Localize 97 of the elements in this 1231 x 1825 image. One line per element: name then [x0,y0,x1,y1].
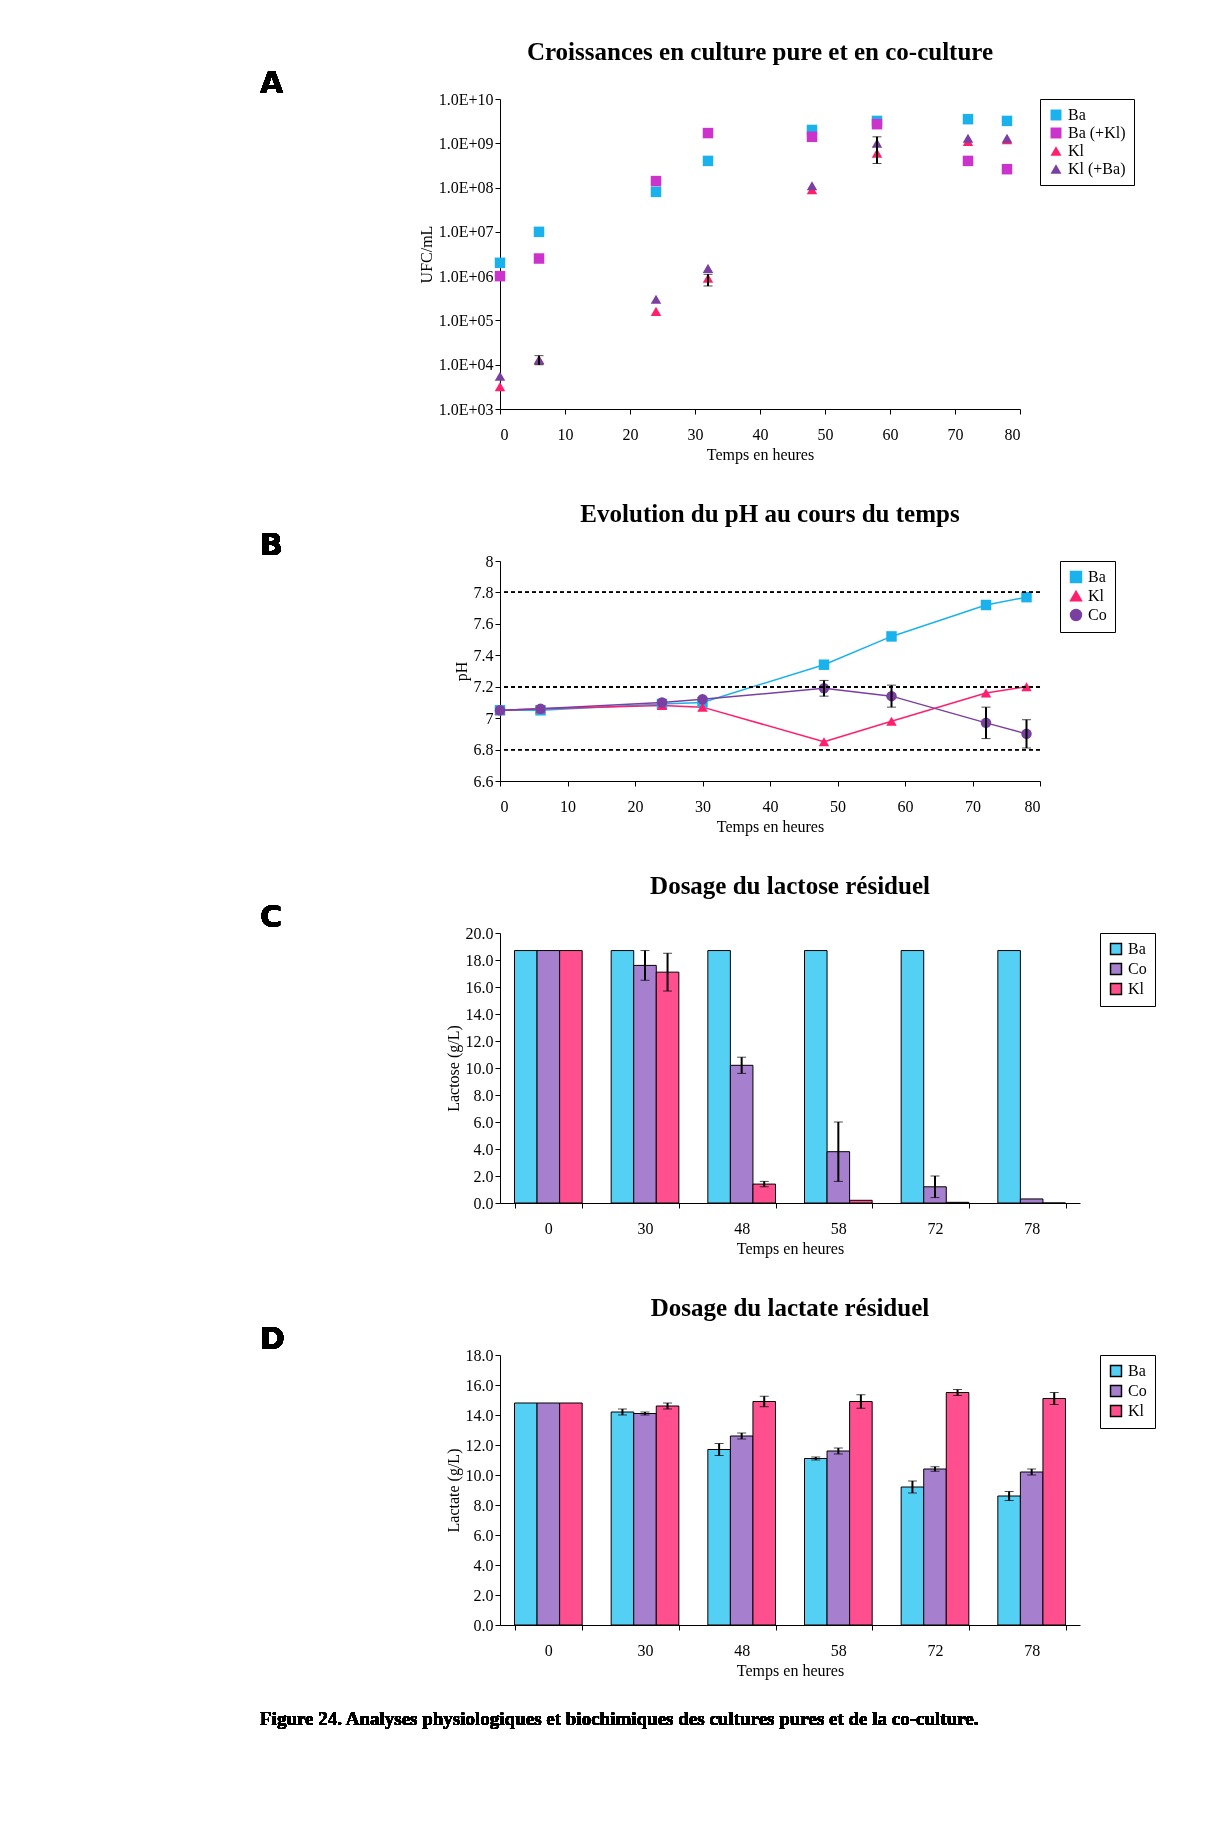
x-axis-title: Temps en heures [706,445,815,464]
y-tick-label: 18.0 [465,951,494,969]
x-tick-label: 40 [752,425,769,443]
legend-label: Kl [1068,142,1085,159]
x-tick-label: 30 [637,1641,654,1659]
y-tick-label: 12.0 [465,1032,494,1050]
y-axis-title: UFC/mL [417,225,435,284]
legend-label: Co [1128,1382,1147,1399]
legend-label: Co [1088,606,1107,623]
x-axis-title: Temps en heures [716,817,825,836]
y-tick-label: 16.0 [465,978,494,996]
y-tick-label: 7.8 [473,583,494,601]
x-tick-label: 70 [965,797,981,815]
y-tick-label: 14.0 [465,1005,494,1023]
x-tick-label: 58 [830,1219,847,1237]
legend-label: Co [1128,960,1147,977]
x-tick-label: 30 [695,797,711,815]
y-tick-label: 6.6 [473,772,494,790]
y-tick-label: 1.0E+06 [438,267,494,285]
text: D [260,1321,285,1356]
y-tick-label: 18.0 [465,1346,494,1364]
y-tick-label: 1.0E+10 [438,90,494,108]
x-tick-label: 48 [734,1219,751,1237]
chart-title: Croissances en culture pure et en co-culture [526,38,994,65]
x-tick-label: 30 [637,1219,654,1237]
y-axis-title: Lactate (g/L) [444,1448,463,1533]
text: A [260,65,284,100]
chart-title: Dosage du lactose résiduel [650,872,930,899]
x-tick-label: 30 [687,425,704,443]
x-tick-label: 72 [927,1219,944,1237]
y-tick-label: 1.0E+04 [438,356,494,374]
y-tick-label: 8.0 [473,1086,494,1104]
caption: Figure 24. Analyses physiologiques et biochimiques des cultures pures et de la co-culture. [260,1708,979,1729]
y-tick-label: 7 [485,709,494,727]
x-tick-label: 40 [762,797,779,815]
y-tick-label: 10.0 [465,1059,494,1077]
x-tick-label: 20 [627,797,644,815]
legend-label: Kl (+Ba) [1068,160,1126,178]
y-tick-label: 6.8 [473,741,494,759]
x-tick-label: 78 [1024,1219,1041,1237]
x-tick-label: 10 [560,797,576,815]
y-axis-title: pH [452,661,471,682]
x-axis-title: Temps en heures [736,1661,845,1680]
x-tick-label: 78 [1024,1641,1041,1659]
y-tick-label: 1.0E+05 [438,311,494,329]
y-tick-label: 1.0E+09 [438,134,494,152]
x-tick-label: 10 [557,425,574,443]
chart-title: Evolution du pH au cours du temps [580,500,960,527]
y-tick-label: 12.0 [465,1436,494,1454]
y-tick-label: 4.0 [473,1556,494,1574]
chart-title: Dosage du lactate résiduel [650,1294,930,1321]
x-tick-label: 0 [544,1219,553,1237]
x-tick-label: 80 [1024,797,1041,815]
legend-label: Ba [1088,568,1106,585]
y-tick-label: 0.0 [473,1616,494,1634]
y-tick-label: 2.0 [473,1167,494,1185]
y-tick-label: 8 [485,552,494,570]
legend-label: Kl [1088,587,1105,604]
legend-label: Ba [1128,940,1146,957]
x-tick-label: 58 [830,1641,847,1659]
x-tick-label: 70 [947,425,964,443]
x-tick-label: 48 [734,1641,751,1659]
y-tick-label: 2.0 [473,1586,494,1604]
text: B [260,527,283,562]
legend-label: Kl [1128,1402,1145,1419]
y-axis-title: Lactose (g/L) [444,1025,463,1112]
x-tick-label: 50 [817,425,834,443]
legend-label: Kl [1128,980,1145,997]
legend-label: Ba (+Kl) [1068,124,1126,142]
x-tick-label: 0 [544,1641,553,1659]
x-tick-label: 0 [500,425,509,443]
y-tick-label: 14.0 [465,1406,494,1424]
x-tick-label: 72 [927,1641,944,1659]
y-tick-label: 4.0 [473,1140,494,1158]
x-tick-label: 80 [1004,425,1021,443]
y-tick-label: 20.0 [465,924,494,942]
y-tick-label: 1.0E+08 [438,179,494,197]
y-tick-label: 8.0 [473,1496,494,1514]
legend-label: Ba [1128,1362,1146,1379]
x-tick-label: 0 [500,797,509,815]
text: C [260,899,283,934]
y-tick-label: 1.0E+03 [438,400,494,418]
y-tick-label: 6.0 [473,1526,494,1544]
x-axis-title: Temps en heures [736,1239,845,1258]
y-tick-label: 7.4 [473,646,494,664]
x-tick-label: 20 [622,425,639,443]
y-tick-label: 1.0E+07 [438,223,494,241]
y-tick-label: 16.0 [465,1376,494,1394]
y-tick-label: 0.0 [473,1194,494,1212]
x-tick-label: 50 [830,797,846,815]
x-tick-label: 60 [897,797,914,815]
y-tick-label: 7.6 [473,615,494,633]
y-tick-label: 10.0 [465,1466,494,1484]
x-tick-label: 60 [882,425,899,443]
y-tick-label: 6.0 [473,1113,494,1131]
legend-label: Ba [1068,106,1086,123]
y-tick-label: 7.2 [473,678,494,696]
